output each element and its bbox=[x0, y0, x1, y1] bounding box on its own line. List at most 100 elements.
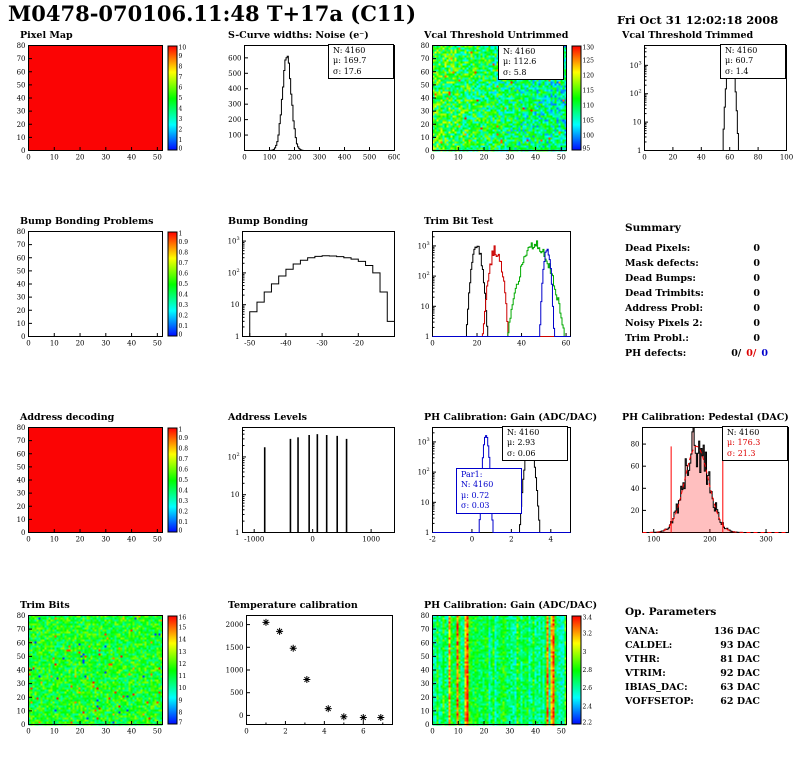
trim-bit-test-plot bbox=[412, 228, 612, 352]
summary-value: 0 bbox=[753, 303, 760, 314]
stats-line: μ: 169.7 bbox=[333, 56, 367, 66]
summary-value: 0 bbox=[753, 243, 760, 254]
panel-title: Bump Bonding bbox=[228, 216, 309, 227]
address-decoding-plot bbox=[8, 424, 208, 548]
panel-title: Vcal Threshold Untrimmed bbox=[424, 30, 569, 41]
summary-value: 0 bbox=[753, 318, 760, 329]
op-label: VOFFSETOP: bbox=[625, 696, 694, 707]
op-value: 92 DAC bbox=[720, 668, 760, 679]
report-date: Fri Oct 31 12:02:18 2008 bbox=[617, 13, 779, 27]
stats-line: N: 4160 bbox=[333, 46, 366, 55]
stats-line: σ: 21.3 bbox=[727, 448, 756, 458]
ph-defects-blue: 0 bbox=[761, 348, 768, 359]
stats-line: σ: 0.03 bbox=[461, 501, 490, 511]
op-label: VTRIM: bbox=[625, 668, 666, 679]
panel-title: S-Curve widths: Noise (e⁻) bbox=[228, 30, 369, 41]
summary-label: Address Probl: bbox=[625, 303, 703, 314]
op-parameter-row: CALDEL: 93 DAC bbox=[625, 639, 760, 653]
summary-row: Address Probl: 0 bbox=[625, 301, 760, 316]
op-value: 62 DAC bbox=[720, 696, 760, 707]
op-value: 136 DAC bbox=[713, 626, 760, 637]
summary-label: Dead Trimbits: bbox=[625, 288, 704, 299]
ph-defects-values: 0/ 0/ 0 bbox=[731, 346, 768, 361]
stats-line: N: 4160 bbox=[725, 46, 758, 55]
summary-value: 0 bbox=[753, 288, 760, 299]
stats-box: N: 4160 μ: 112.6 σ: 5.8 bbox=[498, 45, 564, 81]
summary-row: Dead Trimbits: 0 bbox=[625, 286, 760, 301]
ph-defects-red: 0/ bbox=[746, 348, 757, 359]
op-label: IBIAS_DAC: bbox=[625, 682, 688, 693]
summary-row: Trim Probl.: 0 bbox=[625, 331, 760, 346]
panel-title: Address decoding bbox=[20, 412, 115, 423]
pixel-map-plot bbox=[8, 42, 208, 166]
panel-bump-problems: Bump Bonding Problems bbox=[8, 216, 208, 352]
panel-title: Vcal Threshold Trimmed bbox=[622, 30, 754, 41]
panel-title: Address Levels bbox=[228, 412, 307, 423]
panel-temperature: Temperature calibration bbox=[216, 600, 400, 740]
panel-title: Temperature calibration bbox=[228, 600, 358, 611]
page-title: M0478-070106.11:48 T+17a (C11) bbox=[8, 1, 417, 26]
stats-box: N: 4160 μ: 176.3 σ: 21.3 bbox=[722, 426, 788, 462]
op-parameter-row: VANA: 136 DAC bbox=[625, 625, 760, 639]
panel-title: Pixel Map bbox=[20, 30, 73, 41]
bump-bonding-plot bbox=[216, 228, 400, 352]
panel-op-parameters: Op. Parameters VANA: 136 DAC CALDEL: 93 DA… bbox=[618, 600, 794, 740]
op-parameter-row: VTHR: 81 DAC bbox=[625, 653, 760, 667]
stats-line: μ: 112.6 bbox=[503, 57, 537, 67]
panel-title: Bump Bonding Problems bbox=[20, 216, 154, 227]
summary-label: Dead Bumps: bbox=[625, 273, 696, 284]
panel-trim-bits: Trim Bits bbox=[8, 600, 208, 740]
op-parameter-row: VTRIM: 92 DAC bbox=[625, 667, 760, 681]
summary-row: Dead Pixels: 0 bbox=[625, 241, 760, 256]
address-levels-plot bbox=[216, 424, 400, 548]
panel-title: PH Calibration: Pedestal (DAC) bbox=[622, 412, 789, 423]
stats-line: μ: 2.93 bbox=[507, 438, 536, 448]
summary-value: 0 bbox=[753, 333, 760, 344]
panel-summary: Summary Dead Pixels: 0 Mask defects: 0 Dea… bbox=[618, 216, 794, 360]
summary-value: 0 bbox=[753, 258, 760, 269]
stats-line: N: 4160 bbox=[507, 428, 540, 437]
summary-row: Mask defects: 0 bbox=[625, 256, 760, 271]
summary-label: Noisy Pixels 2: bbox=[625, 318, 703, 329]
stats-line: N: 4160 bbox=[503, 47, 536, 56]
op-label: VANA: bbox=[625, 626, 659, 637]
panel-title: PH Calibration: Gain (ADC/DAC) bbox=[424, 412, 598, 423]
panel-title: Trim Bits bbox=[20, 600, 70, 611]
ph-defects-black: 0/ bbox=[731, 348, 742, 359]
op-parameters-title: Op. Parameters bbox=[625, 606, 717, 618]
summary-label: Dead Pixels: bbox=[625, 243, 691, 254]
panel-vcal-untrimmed: Vcal Threshold Untrimmed N: 4160 μ: 112.… bbox=[412, 30, 612, 166]
temperature-plot bbox=[216, 612, 400, 740]
summary-label: Trim Probl.: bbox=[625, 333, 689, 344]
stats-line: σ: 5.8 bbox=[503, 67, 527, 77]
summary-row-ph-defects: PH defects: 0/ 0/ 0 bbox=[625, 346, 768, 361]
summary-label: PH defects: bbox=[625, 348, 687, 359]
stats-box: N: 4160 μ: 2.93 σ: 0.06 bbox=[502, 426, 568, 462]
panel-ph-gain-hist: PH Calibration: Gain (ADC/DAC) N: 4160 μ… bbox=[412, 412, 612, 548]
op-label: CALDEL: bbox=[625, 640, 673, 651]
op-label: VTHR: bbox=[625, 654, 660, 665]
panel-address-decoding: Address decoding bbox=[8, 412, 208, 548]
op-parameter-row: VOFFSETOP: 62 DAC bbox=[625, 695, 760, 709]
stats-line: N: 4160 bbox=[727, 428, 760, 437]
panel-ph-pedestal: PH Calibration: Pedestal (DAC) N: 4160 μ… bbox=[618, 412, 794, 548]
stats-line: σ: 1.4 bbox=[725, 66, 749, 76]
stats-line: σ: 0.06 bbox=[507, 448, 536, 458]
panel-ph-gain-map: PH Calibration: Gain (ADC/DAC) bbox=[412, 600, 612, 740]
summary-title: Summary bbox=[625, 222, 681, 234]
stats-line: μ: 60.7 bbox=[725, 56, 754, 66]
panel-pixel-map: Pixel Map bbox=[8, 30, 208, 166]
op-value: 93 DAC bbox=[720, 640, 760, 651]
summary-row: Noisy Pixels 2: 0 bbox=[625, 316, 760, 331]
panel-address-levels: Address Levels bbox=[216, 412, 400, 548]
trim-bits-plot bbox=[8, 612, 208, 740]
stats-line: μ: 0.72 bbox=[461, 490, 490, 500]
stats-box: N: 4160 μ: 169.7 σ: 17.6 bbox=[328, 44, 394, 80]
stats-line: σ: 17.6 bbox=[333, 66, 362, 76]
stats-line: Par1: bbox=[461, 470, 483, 479]
panel-scurve-noise: S-Curve widths: Noise (e⁻) N: 4160 μ: 16… bbox=[216, 30, 400, 166]
op-parameter-row: IBIAS_DAC: 63 DAC bbox=[625, 681, 760, 695]
stats-box: N: 4160 μ: 60.7 σ: 1.4 bbox=[720, 44, 786, 80]
summary-value: 0 bbox=[753, 273, 760, 284]
